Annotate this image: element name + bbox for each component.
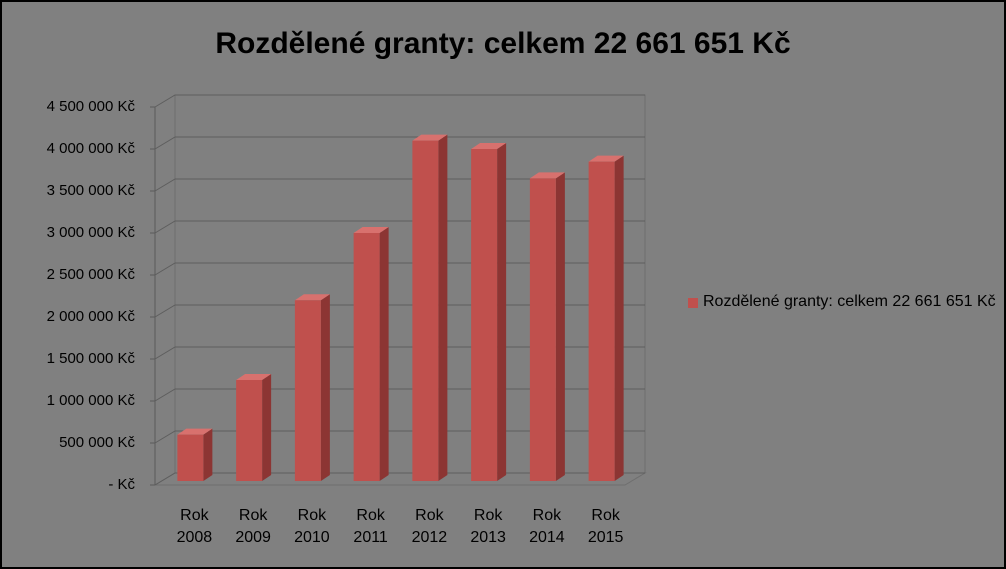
- bar-front: [412, 140, 439, 481]
- bar-top: [353, 227, 389, 233]
- bar-front: [236, 380, 263, 481]
- grid-line: [154, 262, 645, 276]
- x-tick-label: Rok 2015: [587, 507, 624, 546]
- x-tick-label: Rok 2011: [353, 507, 388, 546]
- y-tick-label: 2 000 000 Kč: [47, 308, 136, 325]
- bar-top: [236, 374, 272, 380]
- y-tick-label: 3 000 000 Kč: [47, 224, 136, 241]
- grid-line: [154, 136, 645, 150]
- bar: [353, 227, 389, 481]
- y-tick-label: 1 000 000 Kč: [47, 392, 136, 409]
- y-tick-label: 1 500 000 Kč: [47, 350, 136, 367]
- y-tick-label: 500 000 Kč: [59, 434, 135, 451]
- y-tick-label: 3 500 000 Kč: [47, 182, 136, 199]
- bar-side: [320, 294, 330, 481]
- bar-side: [438, 134, 448, 481]
- bar-side: [262, 374, 272, 481]
- bar-front: [353, 233, 380, 481]
- bar: [177, 428, 213, 481]
- y-tick-label: 4 000 000 Kč: [47, 140, 136, 157]
- grid-line: [154, 178, 645, 192]
- x-tick-label: Rok 2014: [529, 507, 565, 546]
- bar: [588, 155, 624, 481]
- x-tick-label: Rok 2008: [176, 507, 213, 546]
- grid-line: [154, 430, 645, 444]
- legend-label: Rozdělené granty: celkem 22 661 651 Kč: [703, 293, 996, 310]
- bar-front: [294, 300, 321, 481]
- y-tick-label: 2 500 000 Kč: [47, 266, 136, 283]
- x-tick-label: Rok 2009: [235, 507, 271, 546]
- bar-top: [177, 428, 213, 435]
- chart-title: Rozdělené granty: celkem 22 661 651 Kč: [215, 27, 790, 60]
- legend-swatch: [688, 298, 698, 308]
- bar-top: [294, 294, 330, 301]
- y-tick-label: - Kč: [108, 476, 135, 493]
- grid-line: [154, 472, 645, 486]
- grid-line: [154, 304, 645, 318]
- x-tick-label: Rok 2012: [411, 507, 448, 546]
- bar: [412, 134, 448, 481]
- bar-front: [529, 178, 556, 481]
- bar: [294, 294, 330, 481]
- bar-top: [412, 134, 448, 141]
- bar-side: [614, 155, 624, 481]
- bar-top: [471, 143, 507, 149]
- grid-line: [154, 346, 645, 360]
- grid-line: [154, 220, 645, 234]
- bar-front: [471, 149, 498, 481]
- bar-side: [379, 227, 389, 481]
- bar-side: [555, 172, 565, 481]
- bar-front: [588, 161, 615, 481]
- bar-top: [588, 155, 624, 162]
- bar: [236, 374, 272, 481]
- bar-front: [177, 434, 204, 481]
- bar-top: [529, 172, 565, 179]
- grid-line: [154, 94, 645, 108]
- x-tick-label: Rok 2013: [470, 507, 506, 546]
- y-tick-label: 4 500 000 Kč: [47, 98, 136, 115]
- x-tick-label: Rok 2010: [294, 507, 330, 546]
- bar: [529, 172, 565, 481]
- floor: [153, 472, 647, 486]
- bar: [471, 143, 507, 481]
- grid-line: [154, 388, 645, 402]
- bar-side: [497, 143, 507, 481]
- bar-side: [203, 428, 213, 481]
